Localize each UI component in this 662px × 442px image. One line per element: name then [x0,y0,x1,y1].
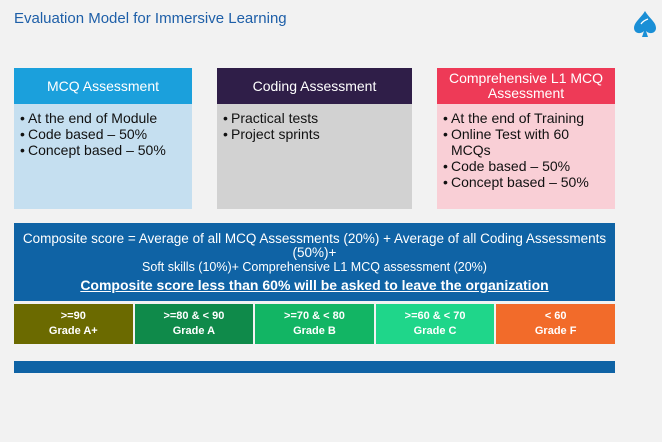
composite-formula-line2: Soft skills (10%)+ Comprehensive L1 MCQ … [142,260,487,274]
coding-assessment-card: Coding Assessment Practical tests Projec… [217,68,412,209]
grade-cell-c: >=60 & < 70 Grade C [375,304,495,344]
list-item: Concept based – 50% [20,142,186,158]
footer-bar [14,361,615,373]
coding-assessment-heading: Coding Assessment [217,68,412,104]
grade-range: >=80 & < 90 [163,310,225,322]
coding-assessment-list: Practical tests Project sprints [217,104,412,142]
grade-cell-a-plus: >=90 Grade A+ [14,304,133,344]
grade-label: Grade A [172,325,216,337]
composite-score-panel: Composite score = Average of all MCQ Ass… [14,223,615,301]
list-item: Code based – 50% [20,126,186,142]
spade-leaf-icon [634,11,656,37]
grade-range: >=90 [60,310,86,322]
list-item: Online Test with 60 MCQs [443,126,609,158]
grade-cell-b: >=70 & < 80 Grade B [255,304,374,344]
list-item: At the end of Training [443,110,609,126]
grade-range: >=70 & < 80 [284,310,345,322]
mcq-assessment-heading: MCQ Assessment [14,68,192,104]
grade-range: < 60 [544,310,567,322]
grade-cell-f: < 60 Grade F [496,304,615,344]
grade-label: Grade F [534,325,577,337]
comprehensive-assessment-list: At the end of Training Online Test with … [437,104,615,190]
composite-formula-line1: Composite score = Average of all MCQ Ass… [22,231,607,260]
slide-title: Evaluation Model for Immersive Learning [14,10,287,27]
grade-label: Grade A+ [48,325,98,337]
list-item: Project sprints [223,126,406,142]
list-item: Code based – 50% [443,158,609,174]
list-item: Concept based – 50% [443,174,609,190]
grade-range: >=60 & < 70 [404,310,466,322]
mcq-assessment-card: MCQ Assessment At the end of Module Code… [14,68,192,209]
comprehensive-assessment-card: Comprehensive L1 MCQ Assessment At the e… [437,68,615,209]
list-item: Practical tests [223,110,406,126]
grade-cell-a: >=80 & < 90 Grade A [134,304,254,344]
grade-scale: >=90 Grade A+ >=80 & < 90 Grade A >=70 &… [14,304,615,344]
grade-label: Grade B [293,325,336,337]
mcq-assessment-list: At the end of Module Code based – 50% Co… [14,104,192,158]
composite-warning: Composite score less than 60% will be as… [80,277,549,293]
list-item: At the end of Module [20,110,186,126]
comprehensive-assessment-heading: Comprehensive L1 MCQ Assessment [437,68,615,104]
grade-label: Grade C [413,325,457,337]
